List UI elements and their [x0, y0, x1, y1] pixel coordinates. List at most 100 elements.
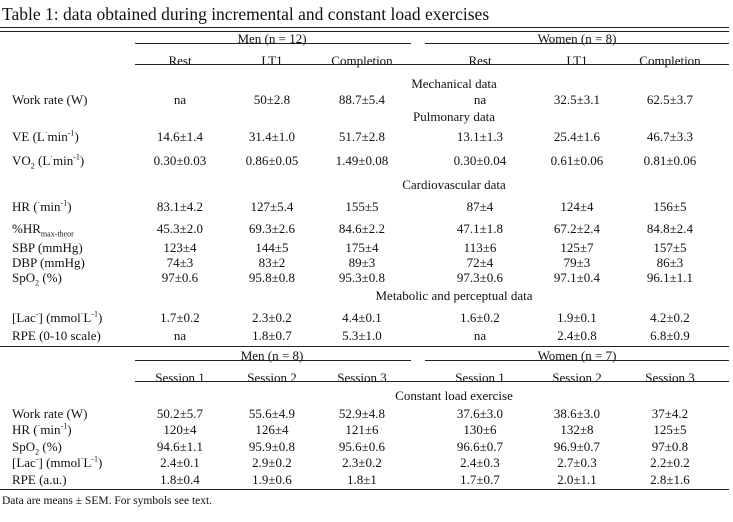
table-cell: 125±5	[653, 422, 687, 437]
group-label: Men (n = 12)	[237, 31, 307, 46]
constant-group-header: Men (n = 8)	[0, 348, 733, 364]
table-row: VO2 (L·min-1) 0.30±0.03 0.86±0.05 1.49±0.08…	[0, 152, 733, 171]
table-title: Table 1: data obtained during incrementa…	[2, 4, 490, 24]
table-cell: 50.2±5.7	[156, 406, 204, 421]
table-cell: 95.6±0.6	[338, 439, 386, 454]
table-cell: 97±0.8	[651, 439, 689, 454]
table-cell: 2.3±0.2	[342, 455, 382, 470]
table-cell: 38.6±3.0	[553, 406, 601, 421]
table-cell: 83±2	[258, 255, 286, 270]
table-cell: 1.9±0.6	[252, 472, 292, 487]
footnote: Data are means ± SEM. For symbols see te…	[2, 495, 213, 507]
group-rule-men	[135, 360, 411, 361]
group-label: Women (n = 8)	[537, 31, 617, 46]
table-cell: 55.6±4.9	[248, 406, 296, 421]
label-part: L	[83, 310, 92, 325]
label-part: ·	[37, 421, 41, 431]
table-cell: 97.3±0.6	[456, 270, 504, 285]
table-cell: 13.1±1.3	[456, 129, 504, 144]
table-cell: 83.1±4.2	[156, 199, 204, 214]
table-cell: 97.1±0.4	[553, 270, 601, 285]
table-cell: na	[473, 328, 487, 343]
label-part: 2	[35, 447, 40, 457]
table-cell: 87±4	[466, 199, 494, 214]
table-cell: 32.5±3.1	[553, 92, 601, 107]
label-part: ·	[50, 152, 53, 162]
table-cell: 88.7±5.4	[338, 92, 386, 107]
table-row: %HRmax-theor 45.3±2.0 69.3±2.6 84.6±2.2 47.1…	[0, 221, 733, 238]
table-cell: 2.2±0.2	[650, 455, 690, 470]
table-cell: 126±4	[255, 422, 289, 437]
label-part: min	[40, 422, 61, 437]
column-header: Session 2	[247, 370, 297, 385]
label-part: Work rate (W)	[12, 406, 88, 421]
table-cell: 37±4.2	[651, 406, 689, 421]
section-heading: Pulmonary data	[413, 109, 495, 124]
table-cell: 121±6	[345, 422, 379, 437]
title-rule-bottom	[0, 31, 729, 32]
table-cell: 120±4	[163, 422, 197, 437]
label-part: DBP (mmHg)	[12, 255, 85, 270]
group-label: Women (n = 7)	[537, 348, 617, 363]
label-part: )	[74, 129, 79, 144]
label-part: -	[35, 309, 39, 319]
table-cell: 2.3±0.2	[252, 310, 292, 325]
table-cell: na	[473, 92, 487, 107]
group-rule-women	[425, 360, 729, 361]
incremental-group-header: Women (n = 8)	[0, 31, 733, 47]
table-cell: 6.8±0.9	[650, 328, 690, 343]
table-cell: 2.4±0.8	[557, 328, 597, 343]
table-row: [Lac-] (mmol·L-1) 1.7±0.2 2.3±0.2 4.4±0.1 1.…	[0, 310, 733, 326]
row-label: [Lac-] (mmol·L-1)	[12, 455, 102, 471]
label-part: -1	[67, 128, 75, 138]
row-label: SpO2 (%)	[12, 439, 62, 457]
table-row: DBP (mmHg) 74±3 83±2 89±3 72±4 79±3 86±3	[0, 255, 733, 271]
table-cell: 0.61±0.06	[550, 153, 604, 168]
table-cell: 84.6±2.2	[338, 221, 386, 236]
column-header: Session 3	[337, 370, 387, 385]
table-cell: 125±7	[560, 240, 594, 255]
table-cell: 89±3	[348, 255, 376, 270]
row-label: SBP (mmHg)	[12, 240, 83, 256]
table-cell: 74±3	[166, 255, 194, 270]
table-cell: 2.8±1.6	[650, 472, 690, 487]
table-row: HR (·min-1) 120±4 126±4 121±6 130±6 132±8 125±…	[0, 422, 733, 438]
label-part: HR (	[12, 422, 38, 437]
label-part: RPE (0-10 scale)	[12, 328, 101, 343]
label-part: VE (L	[12, 129, 45, 144]
table-cell: 144±5	[255, 240, 289, 255]
table-cell: 50±2.8	[253, 92, 291, 107]
label-part: 2	[30, 161, 35, 171]
table-cell: 96.6±0.7	[456, 439, 504, 454]
table-cell: 123±4	[163, 240, 197, 255]
table-cell: 1.8±1	[347, 472, 377, 487]
label-part: Work rate (W)	[12, 92, 88, 107]
label-part: )	[98, 310, 103, 325]
label-part: ·	[80, 309, 84, 319]
column-header: Completion	[639, 53, 701, 68]
column-header: LT1	[261, 53, 283, 68]
table-cell: 94.6±1.1	[156, 439, 204, 454]
label-part: -1	[91, 309, 99, 319]
table-cell: 51.7±2.8	[338, 129, 386, 144]
table-cell: 130±6	[463, 422, 497, 437]
row-label: [Lac-] (mmol·L-1)	[12, 310, 102, 326]
table-cell: 175±4	[345, 240, 379, 255]
row-label: SpO2 (%)	[12, 270, 62, 287]
table-cell: 84.8±2.4	[646, 221, 694, 236]
table-row: [Lac-] (mmol·L-1) 2.4±0.1 2.9±0.2 2.3±0.2 2.…	[0, 455, 733, 471]
table-cell: 25.4±1.6	[553, 129, 601, 144]
label-part: min	[52, 153, 74, 168]
label-part: [Lac	[12, 310, 36, 325]
column-header: Rest	[468, 53, 492, 68]
table-cell: 4.4±0.1	[342, 310, 382, 325]
table-cell: na	[173, 92, 187, 107]
title-rule-top	[0, 27, 729, 28]
row-label: Work rate (W)	[12, 406, 87, 422]
table-cell: 4.2±0.2	[650, 310, 690, 325]
label-part: SpO	[12, 270, 36, 285]
label-part: (%)	[39, 270, 62, 285]
table-cell: 155±5	[345, 199, 379, 214]
row-label: HR (·min-1)	[12, 422, 72, 438]
label-part: VO	[12, 153, 31, 168]
